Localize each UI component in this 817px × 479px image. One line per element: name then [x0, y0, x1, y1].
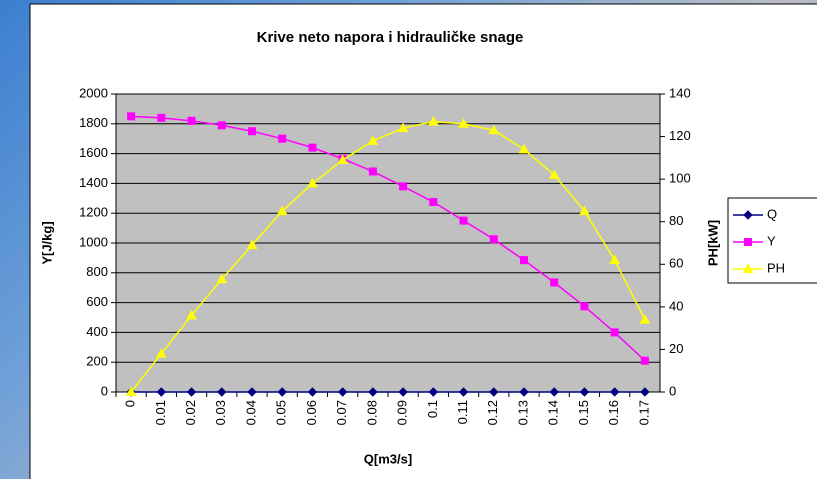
data-point: [249, 128, 256, 135]
data-point: [641, 357, 648, 364]
x-tick-label: 0.16: [606, 400, 621, 425]
data-point: [218, 122, 225, 129]
y2-tick-label: 120: [669, 128, 691, 143]
y-axis-title: Y[J/kg]: [39, 221, 54, 264]
data-point: [460, 217, 467, 224]
x-tick-label: 0.06: [304, 400, 319, 425]
x-tick-label: 0: [123, 400, 138, 407]
data-point: [279, 135, 286, 142]
y2-tick-label: 20: [669, 341, 683, 356]
chart-title: Krive neto napora i hidrauličke snage: [257, 29, 524, 46]
legend-marker: [745, 239, 752, 246]
y-tick-label: 1600: [79, 145, 108, 160]
data-point: [128, 113, 135, 120]
data-point: [611, 329, 618, 336]
y-tick-label: 1400: [79, 175, 108, 190]
legend-label: Y: [767, 233, 776, 248]
data-point: [309, 144, 316, 151]
y-tick-label: 1800: [79, 115, 108, 130]
y-tick-label: 0: [101, 383, 108, 398]
y2-tick-label: 80: [669, 213, 683, 228]
x-tick-label: 0.01: [153, 400, 168, 425]
data-point: [490, 236, 497, 243]
data-point: [400, 183, 407, 190]
x-tick-label: 0.14: [546, 400, 561, 425]
legend-label: PH: [767, 260, 785, 275]
x-tick-label: 0.11: [455, 400, 470, 424]
chart: Krive neto napora i hidrauličke snage Q[…: [0, 0, 817, 479]
x-tick-label: 0.04: [243, 400, 258, 425]
y-tick-label: 1200: [79, 205, 108, 220]
x-tick-label: 0.12: [485, 400, 500, 425]
x-tick-label: 0.15: [576, 400, 591, 425]
data-point: [369, 168, 376, 175]
y2-tick-label: 140: [669, 85, 691, 100]
x-tick-label: 0.08: [364, 400, 379, 425]
data-point: [430, 199, 437, 206]
y2-tick-label: 100: [669, 171, 691, 186]
y-tick-label: 1000: [79, 234, 108, 249]
y2-tick-label: 60: [669, 256, 683, 271]
page: Krive neto napora i hidrauličke snage Q[…: [0, 0, 817, 479]
x-tick-label: 0.05: [274, 400, 289, 425]
x-tick-label: 0.17: [636, 400, 651, 425]
data-point: [158, 114, 165, 121]
y2-tick-label: 40: [669, 298, 683, 313]
x-tick-label: 0.13: [515, 400, 530, 425]
data-point: [188, 117, 195, 124]
y-tick-label: 600: [86, 294, 108, 309]
y2-tick-label: 0: [669, 383, 676, 398]
x-tick-label: 0.03: [213, 400, 228, 425]
data-point: [581, 303, 588, 310]
y-tick-label: 200: [86, 354, 108, 369]
y-tick-label: 400: [86, 324, 108, 339]
data-point: [521, 257, 528, 264]
y-tick-label: 800: [86, 264, 108, 279]
x-tick-label: 0.02: [183, 400, 198, 425]
x-axis-title: Q[m3/s]: [364, 451, 412, 466]
data-point: [551, 279, 558, 286]
x-tick-label: 0.1: [425, 400, 440, 418]
y-tick-label: 2000: [79, 85, 108, 100]
x-tick-label: 0.07: [334, 400, 349, 425]
y2-axis-title: PH[kW]: [705, 220, 720, 266]
x-tick-label: 0.09: [395, 400, 410, 425]
legend-label: Q: [767, 206, 777, 221]
